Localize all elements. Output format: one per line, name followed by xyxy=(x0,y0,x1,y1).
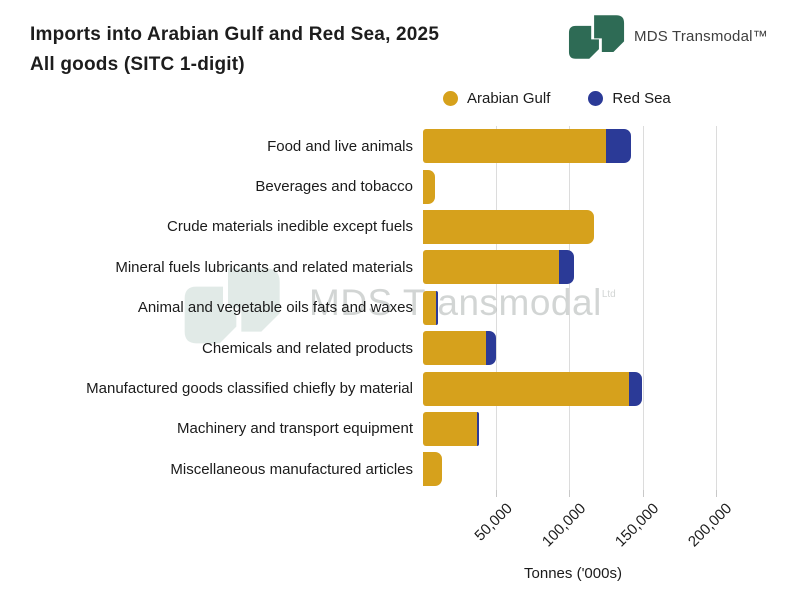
legend-item-red-sea: Red Sea xyxy=(588,90,671,107)
chart-row: Crude materials inedible except fuels xyxy=(0,207,723,247)
bar-track xyxy=(423,411,723,446)
bar-segment-red-sea xyxy=(436,290,439,325)
x-axis-title: Tonnes ('000s) xyxy=(524,565,622,582)
axis-tick xyxy=(569,490,571,497)
axis-tick xyxy=(715,490,717,497)
bar-segment-red-sea xyxy=(477,411,480,446)
category-label: Chemicals and related products xyxy=(202,339,413,357)
bar-track xyxy=(423,129,723,164)
legend-swatch xyxy=(588,91,604,106)
category-label: Animal and vegetable oils fats and waxes xyxy=(137,299,413,317)
axis-tick-label: 150,000 xyxy=(612,500,663,551)
category-label: Crude materials inedible except fuels xyxy=(167,218,413,236)
legend-item-arabian-gulf: Arabian Gulf xyxy=(443,90,550,107)
category-label: Manufactured goods classified chiefly by… xyxy=(86,380,413,398)
bar-segment-arabian-gulf xyxy=(423,371,630,406)
bar-track xyxy=(423,169,723,204)
gridline xyxy=(496,126,498,490)
brand-logo: MDS Transmodal™ xyxy=(568,14,768,59)
bar-segment-arabian-gulf xyxy=(423,169,435,204)
bar-segment-red-sea xyxy=(605,129,631,164)
bar-segment-arabian-gulf xyxy=(423,129,606,164)
chart-row: Machinery and transport equipment xyxy=(0,409,723,449)
chart-title-line2: All goods (SITC 1-digit) xyxy=(30,54,245,75)
legend: Arabian Gulf Red Sea xyxy=(443,90,671,107)
brand-name: MDS Transmodal™ xyxy=(634,28,768,45)
bar-rows: Food and live animals Beverages and tobac… xyxy=(0,126,723,490)
axis-tick-label: 200,000 xyxy=(685,500,736,551)
gridline-layer xyxy=(423,126,723,490)
category-label: Machinery and transport equipment xyxy=(177,420,413,438)
axis-tick xyxy=(642,490,644,497)
bar-track xyxy=(423,452,723,487)
category-label: Mineral fuels lubricants and related mat… xyxy=(115,258,413,276)
category-label: Food and live animals xyxy=(267,137,413,155)
gridline xyxy=(715,126,717,490)
bar-segment-arabian-gulf xyxy=(423,250,560,285)
bar-track xyxy=(423,209,723,244)
chart-row: Beverages and tobacco xyxy=(0,166,723,206)
category-label: Beverages and tobacco xyxy=(255,178,413,196)
legend-label: Red Sea xyxy=(612,90,671,107)
axis-ticks xyxy=(423,490,723,498)
bar-track xyxy=(423,371,723,406)
bar-segment-arabian-gulf xyxy=(423,209,595,244)
chart-title-line1: Imports into Arabian Gulf and Red Sea, 2… xyxy=(30,24,440,45)
chart-title: Imports into Arabian Gulf and Red Sea, 2… xyxy=(30,20,439,80)
gridline xyxy=(569,126,571,490)
bar-segment-arabian-gulf xyxy=(423,331,486,366)
bar-track xyxy=(423,290,723,325)
bar-segment-red-sea xyxy=(485,331,497,366)
mds-transmodal-logo-icon xyxy=(568,15,625,59)
axis-tick xyxy=(496,490,498,497)
bar-segment-arabian-gulf xyxy=(423,290,437,325)
bar-segment-arabian-gulf xyxy=(423,411,478,446)
legend-label: Arabian Gulf xyxy=(467,90,551,107)
bar-segment-red-sea xyxy=(559,250,574,285)
chart-row: Chemicals and related products xyxy=(0,328,723,368)
gridline xyxy=(642,126,644,490)
chart-row: Miscellaneous manufactured articles xyxy=(0,449,723,489)
bar-track xyxy=(423,331,723,366)
bar-segment-arabian-gulf xyxy=(423,452,443,487)
axis-tick-label: 50,000 xyxy=(471,500,517,545)
axis-tick-label: 100,000 xyxy=(538,500,590,551)
bar-segment-red-sea xyxy=(629,371,643,406)
legend-swatch xyxy=(443,91,458,106)
chart-row: Food and live animals xyxy=(0,126,723,166)
category-label: Miscellaneous manufactured articles xyxy=(170,460,413,478)
bar-track xyxy=(423,250,723,285)
chart-row: Animal and vegetable oils fats and waxes xyxy=(0,288,723,328)
chart-row: Manufactured goods classified chiefly by… xyxy=(0,368,723,408)
chart-row: Mineral fuels lubricants and related mat… xyxy=(0,247,723,287)
